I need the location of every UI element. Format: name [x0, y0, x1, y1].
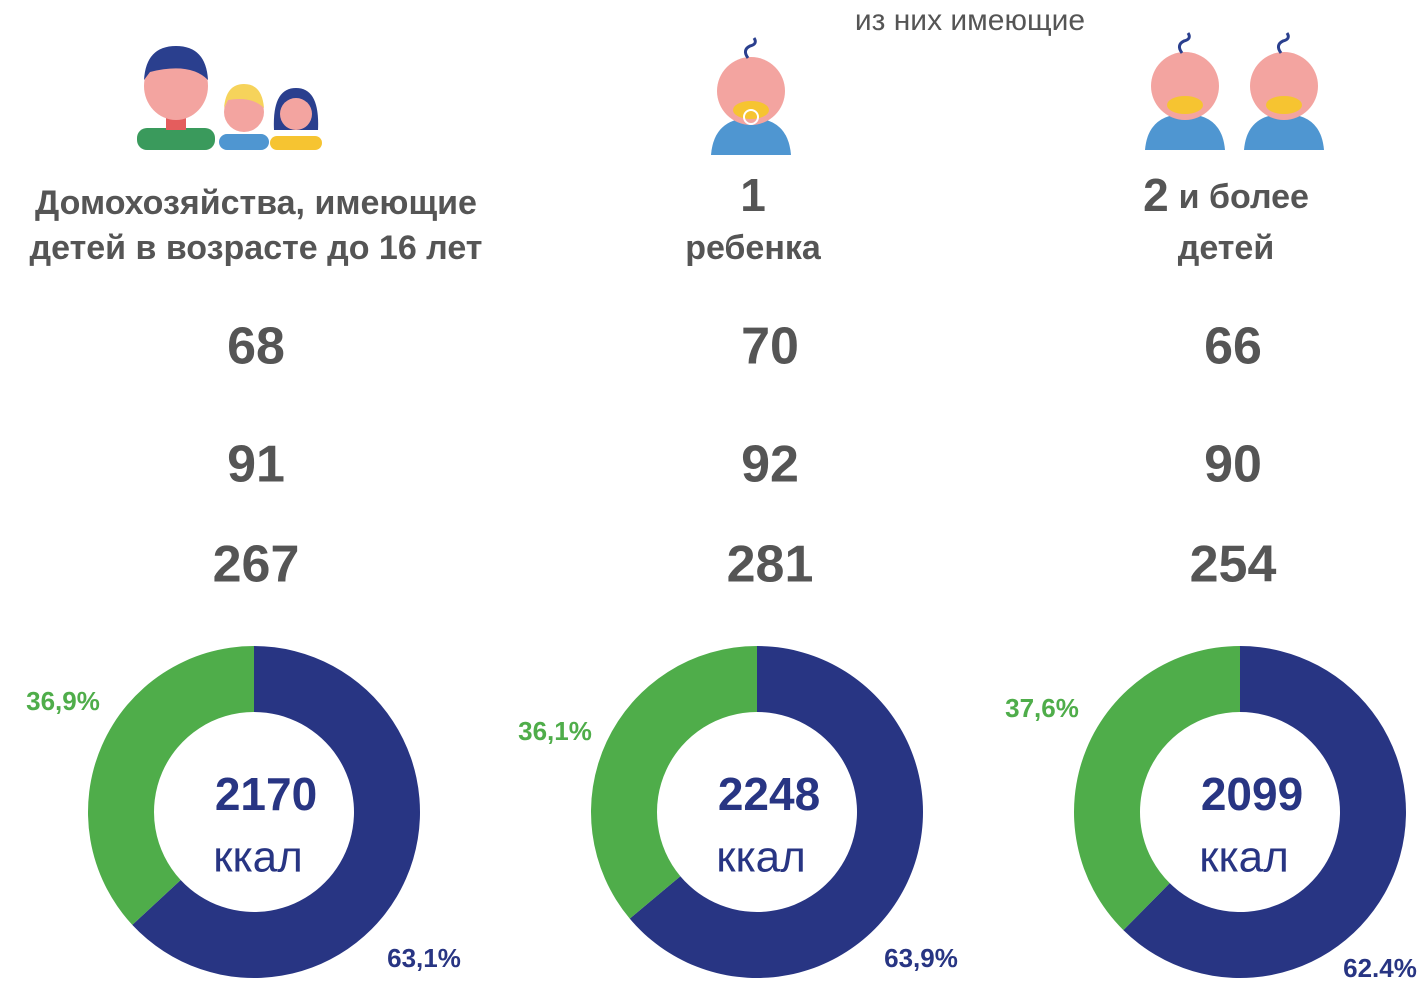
stat-value: 92	[741, 436, 799, 494]
donut-unit: ккал	[716, 833, 806, 882]
segment-label: 37,6%	[1005, 693, 1079, 723]
column-title-top: 1	[740, 169, 766, 221]
segment-label: 36,9%	[26, 686, 100, 716]
stat-value: 281	[727, 536, 814, 594]
donut-total: 2170	[215, 768, 317, 820]
stat-value: 91	[227, 436, 285, 494]
column-title: детей	[1178, 229, 1275, 267]
segment-label: 63,9%	[884, 943, 958, 973]
donut-segment	[1074, 646, 1240, 931]
column-title: Домохозяйства, имеющие	[35, 184, 477, 222]
segment-label: 63,1%	[387, 943, 461, 973]
header: из них имеющие	[855, 4, 1085, 37]
donut-segment	[629, 646, 923, 978]
stat-value: 254	[1190, 536, 1277, 594]
stat-value: 66	[1204, 318, 1262, 376]
segment-label: 36,1%	[518, 716, 592, 746]
title-number: 2	[1143, 169, 1169, 221]
donut-segment	[132, 646, 421, 978]
donut-segment	[87, 646, 255, 925]
two-babies-icon	[1145, 32, 1324, 150]
title-number: 1	[740, 169, 766, 221]
donut-segment	[1123, 646, 1406, 978]
stat-value: 90	[1204, 436, 1262, 494]
stat-value: 267	[213, 536, 300, 594]
stat-value: 68	[227, 318, 285, 376]
donut-total: 2099	[1201, 768, 1303, 820]
segment-label: 62.4%	[1343, 953, 1417, 981]
family-icon	[137, 46, 322, 150]
column-title: детей в возрасте до 16 лет	[30, 229, 483, 267]
title-inline: и более	[1179, 178, 1309, 216]
stat-value: 70	[741, 318, 799, 376]
column-title-top: 2 и более	[1143, 169, 1309, 221]
column-title: ребенка	[685, 229, 822, 267]
baby-icon	[711, 37, 791, 155]
donut-unit: ккал	[213, 833, 303, 882]
donut-total: 2248	[718, 768, 820, 820]
donut-segment	[590, 645, 757, 919]
donut-unit: ккал	[1199, 833, 1289, 882]
